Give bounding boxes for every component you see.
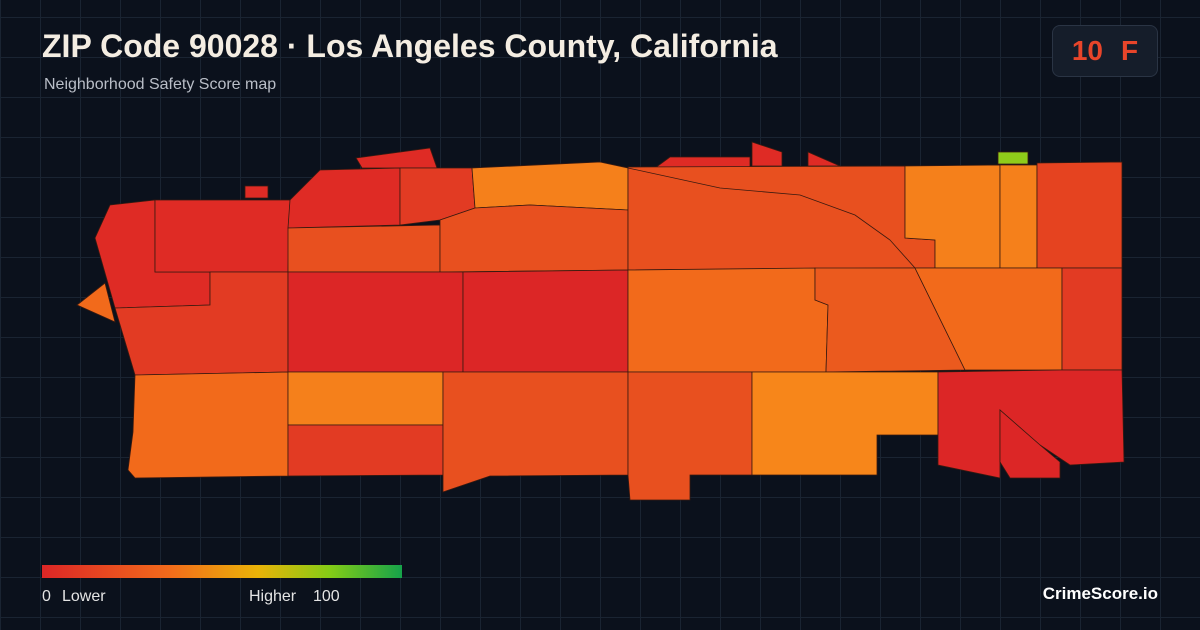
region	[751, 371, 939, 476]
region	[1061, 267, 1123, 371]
region	[355, 147, 438, 169]
region	[154, 199, 291, 273]
legend-min: 0	[42, 588, 51, 605]
region	[287, 167, 401, 229]
region	[462, 269, 629, 373]
region	[937, 369, 1125, 479]
region	[244, 185, 269, 199]
region	[442, 371, 629, 493]
region	[751, 141, 783, 167]
region	[471, 161, 629, 211]
region	[287, 271, 464, 373]
region	[287, 424, 444, 477]
brand: CrimeScore.io	[1042, 584, 1158, 603]
region	[1036, 161, 1123, 269]
legend-max-label: Higher	[249, 588, 297, 605]
grade: F	[1121, 35, 1139, 66]
legend-min-label: Lower	[62, 588, 106, 605]
legend-max: 100	[313, 588, 340, 605]
regions	[76, 141, 1125, 501]
region	[807, 151, 841, 167]
region	[627, 165, 936, 271]
region	[999, 409, 1061, 479]
region	[76, 282, 116, 323]
region	[627, 371, 753, 501]
region	[999, 164, 1038, 269]
score: 10	[1071, 35, 1104, 66]
region	[287, 224, 441, 273]
region	[287, 371, 444, 426]
region	[439, 204, 629, 273]
region	[997, 151, 1029, 165]
score-badge: 10 F	[1052, 25, 1158, 77]
region	[127, 371, 289, 479]
title: ZIP Code 90028 · Los Angeles County, Cal…	[42, 28, 778, 64]
legend-gradient	[42, 565, 402, 578]
region	[627, 267, 829, 373]
subtitle: Neighborhood Safety Score map	[44, 76, 277, 93]
